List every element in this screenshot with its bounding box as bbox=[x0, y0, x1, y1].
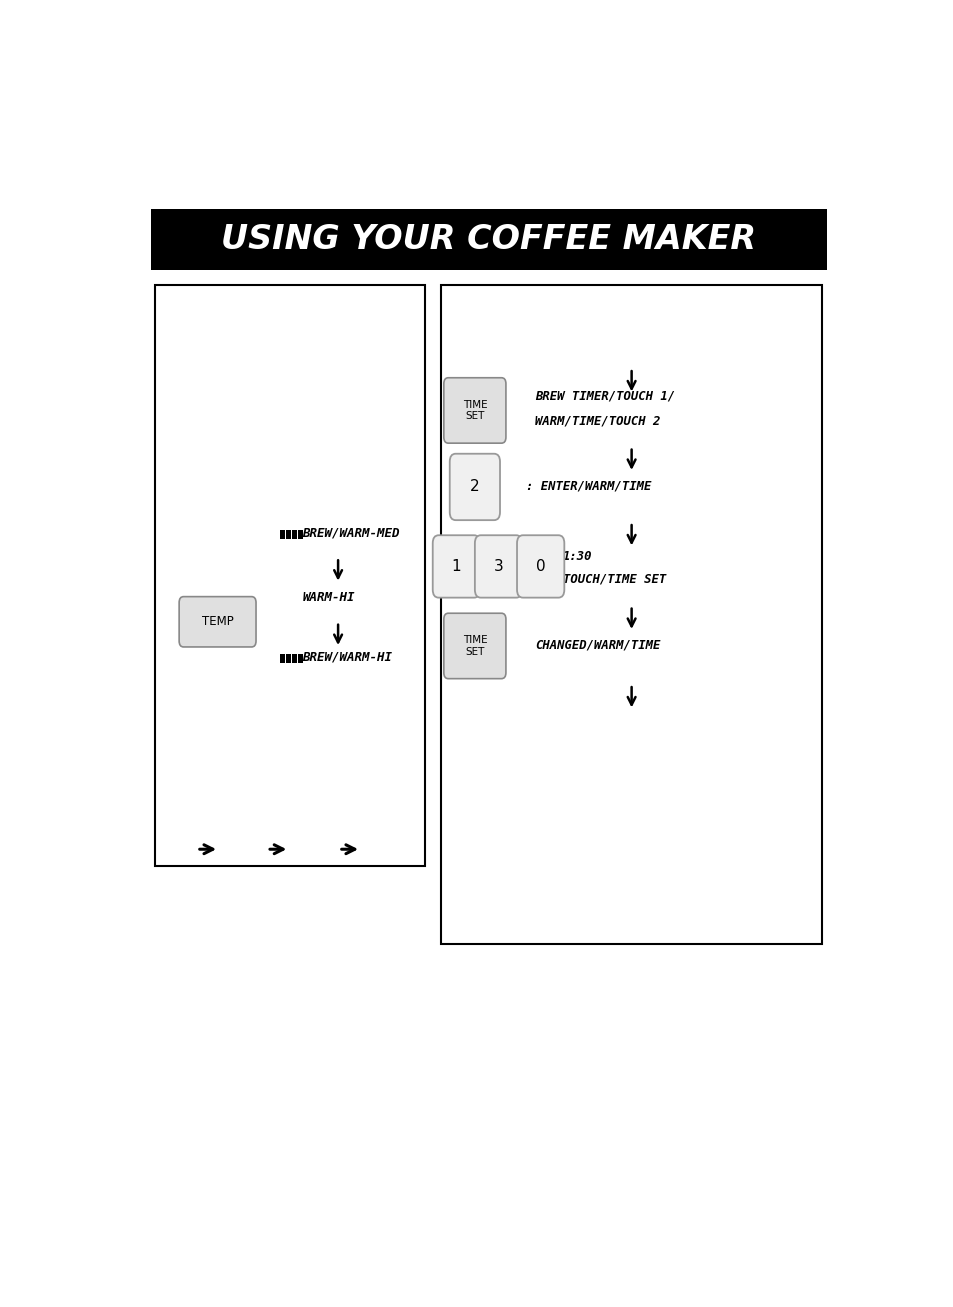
FancyBboxPatch shape bbox=[433, 536, 479, 597]
Text: BREW/WARM-MED: BREW/WARM-MED bbox=[302, 527, 399, 540]
FancyBboxPatch shape bbox=[286, 654, 291, 663]
Text: CHANGED/WARM/TIME: CHANGED/WARM/TIME bbox=[535, 638, 659, 651]
Text: 2: 2 bbox=[470, 480, 479, 494]
Text: BREW TIMER/TOUCH 1/: BREW TIMER/TOUCH 1/ bbox=[535, 389, 674, 403]
FancyBboxPatch shape bbox=[475, 536, 521, 597]
FancyBboxPatch shape bbox=[292, 531, 296, 540]
FancyBboxPatch shape bbox=[298, 654, 302, 663]
FancyBboxPatch shape bbox=[280, 654, 285, 663]
Text: BREW/WARM-HI: BREW/WARM-HI bbox=[302, 651, 393, 664]
FancyBboxPatch shape bbox=[443, 378, 505, 443]
Text: TEMP: TEMP bbox=[201, 616, 233, 629]
FancyBboxPatch shape bbox=[443, 613, 505, 678]
Text: USING YOUR COFFEE MAKER: USING YOUR COFFEE MAKER bbox=[221, 223, 756, 256]
FancyBboxPatch shape bbox=[517, 536, 564, 597]
Text: : ENTER/WARM/TIME: : ENTER/WARM/TIME bbox=[525, 480, 651, 493]
Text: 1: 1 bbox=[451, 559, 460, 574]
FancyBboxPatch shape bbox=[292, 654, 296, 663]
FancyBboxPatch shape bbox=[440, 285, 821, 944]
Text: 3: 3 bbox=[493, 559, 503, 574]
FancyBboxPatch shape bbox=[286, 531, 291, 540]
Text: TIME
SET: TIME SET bbox=[462, 635, 487, 656]
FancyBboxPatch shape bbox=[280, 531, 285, 540]
Text: 1:30: 1:30 bbox=[562, 550, 592, 563]
Text: WARM-HI: WARM-HI bbox=[302, 591, 355, 604]
FancyBboxPatch shape bbox=[449, 454, 499, 520]
FancyBboxPatch shape bbox=[298, 531, 302, 540]
FancyBboxPatch shape bbox=[151, 209, 826, 269]
FancyBboxPatch shape bbox=[179, 596, 255, 647]
Text: TOUCH/TIME SET: TOUCH/TIME SET bbox=[562, 572, 665, 586]
FancyBboxPatch shape bbox=[154, 285, 424, 867]
Text: WARM/TIME/TOUCH 2: WARM/TIME/TOUCH 2 bbox=[535, 414, 659, 427]
Text: TIME
SET: TIME SET bbox=[462, 400, 487, 421]
Text: 0: 0 bbox=[536, 559, 545, 574]
